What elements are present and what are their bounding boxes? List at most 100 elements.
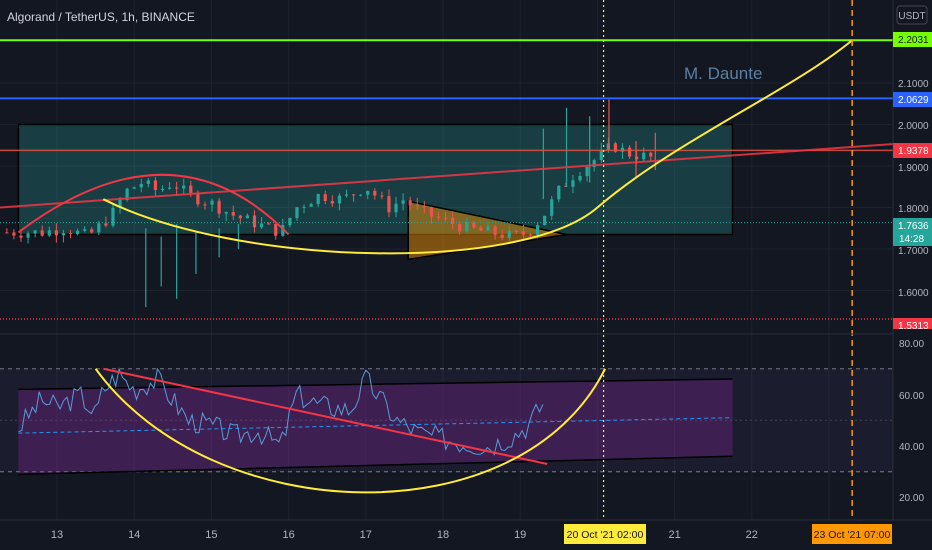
candle-body [359, 194, 363, 196]
candle-body [132, 187, 136, 189]
candle-body [578, 176, 582, 181]
candle-body [585, 167, 589, 177]
candle-body [146, 180, 150, 185]
candle-body [507, 230, 511, 239]
bottom-level-label-bg [893, 318, 932, 329]
rsi-trendline [103, 367, 548, 466]
rsi-cup-curve [94, 368, 607, 494]
rsi-tick: 60.00 [899, 391, 924, 402]
candle-body [599, 149, 603, 161]
candle-body [649, 152, 653, 157]
candle-body [592, 160, 596, 168]
candle-body [295, 207, 299, 218]
green-level-label-bg [893, 32, 932, 47]
candle-body [366, 190, 370, 195]
red-arc [17, 173, 290, 236]
time-tick: 17 [360, 529, 372, 541]
candle-body [493, 226, 497, 235]
candle-body [33, 230, 37, 234]
candle-body [189, 185, 193, 193]
candle-body [394, 203, 398, 213]
blue-level-label: 2.0629 [898, 95, 929, 106]
time-axis[interactable] [0, 520, 932, 550]
price-cup-curve [102, 39, 853, 255]
candle-body [75, 230, 80, 235]
candle-body [429, 207, 434, 217]
candle-body [387, 196, 391, 213]
time-ticks: 13 14 15 16 17 18 19 21 22 [51, 529, 758, 541]
candle-body [613, 143, 618, 152]
rsi-tick: 40.00 [899, 442, 924, 453]
time-tick: 22 [746, 529, 758, 541]
candle-body [521, 231, 526, 235]
time-tick: 14 [128, 529, 140, 541]
price-ticks: 2.1000 2.0000 1.9000 1.8000 1.7000 1.600… [898, 79, 929, 299]
time-tick: 13 [51, 529, 63, 541]
candle-body [302, 206, 306, 208]
candle-body [90, 229, 94, 233]
candle-body [210, 200, 214, 205]
candle-body [19, 235, 23, 238]
candle-body [182, 185, 186, 189]
candle-body [344, 194, 349, 196]
price-tick: 2.1000 [898, 79, 929, 90]
blue-level-label-bg [893, 92, 932, 107]
candle-body [316, 194, 320, 205]
candle-body [175, 187, 179, 189]
candle-body [68, 233, 73, 235]
candle-body [267, 223, 271, 225]
rising-trendline [0, 143, 894, 209]
cursor-time-label-bg [564, 524, 646, 544]
bottom-level-label: 1.5313 [898, 321, 929, 332]
candle-body [479, 227, 483, 231]
candle-body [203, 204, 207, 206]
price-tick: 2.0000 [898, 121, 929, 132]
candle-body [415, 204, 419, 206]
candle-body [160, 188, 165, 190]
candle-body [259, 223, 264, 228]
rsi-channel-bottom [18, 455, 733, 476]
rsi-ticks: 80.00 60.00 40.00 20.00 [899, 339, 924, 504]
price-tick: 1.7000 [898, 246, 929, 257]
candle-body [514, 230, 518, 232]
price-axis[interactable] [893, 0, 932, 520]
candle-body [422, 205, 426, 208]
candle-body [535, 225, 540, 235]
currency-box[interactable] [896, 5, 928, 25]
time-tick: 21 [668, 529, 680, 541]
rsi-tick: 20.00 [899, 493, 924, 504]
time-tick: 18 [437, 529, 449, 541]
cursor-time-label: 20 Oct '21 02:00 [567, 529, 644, 541]
drawing-lines [0, 0, 894, 520]
candle-body [245, 215, 250, 219]
author-watermark: M. Daunte [684, 64, 762, 83]
candle-body [231, 212, 235, 216]
price-tick: 1.6000 [898, 288, 929, 299]
candle-body [543, 215, 547, 226]
candle-body [111, 207, 115, 226]
candle-body [139, 184, 143, 188]
candle-body [635, 156, 639, 160]
candle-body [458, 224, 462, 232]
range-box [17, 123, 734, 236]
candle-body [472, 222, 476, 228]
current-price-label: 1.7636 [898, 221, 929, 232]
candle-body [238, 215, 242, 219]
candle-body [351, 194, 356, 196]
time-tick: 16 [282, 529, 294, 541]
rsi-pane [0, 367, 893, 494]
candle-body [401, 200, 405, 204]
candle-body [642, 152, 646, 160]
candle-body [54, 230, 58, 236]
currency-label: USDT [898, 11, 925, 22]
red-level-label-bg [893, 143, 932, 158]
price-tick: 1.9000 [898, 163, 929, 174]
candle-body [486, 226, 490, 231]
candle-body [61, 233, 66, 236]
candle-body [281, 225, 285, 236]
current-price-label-bg [893, 218, 932, 246]
rsi-tick: 80.00 [899, 339, 924, 350]
candle-body [288, 217, 292, 226]
candle-body [380, 195, 384, 197]
